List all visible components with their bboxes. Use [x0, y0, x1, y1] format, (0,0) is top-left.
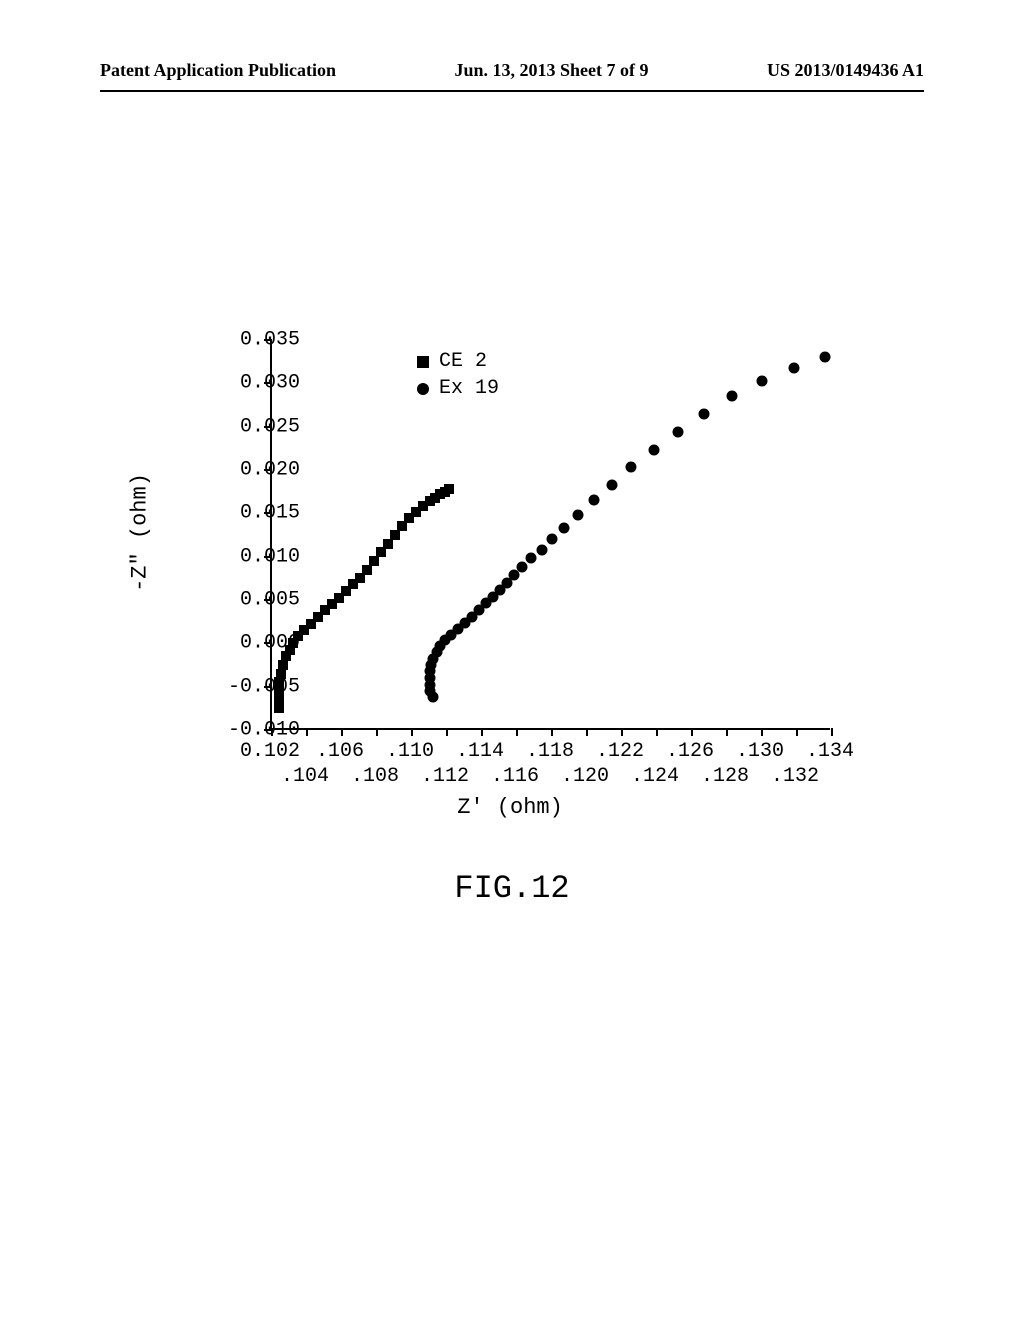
x-tick-minor: [446, 728, 448, 736]
x-tick-label: .106: [316, 740, 364, 763]
data-point: [788, 362, 799, 373]
x-tick-label: 0.102: [240, 740, 300, 763]
circle-marker-icon: [417, 383, 429, 395]
y-axis-title: -Z" (ohm): [128, 473, 153, 592]
legend-label-ce2: CE 2: [439, 350, 487, 373]
x-tick-major: [551, 728, 553, 736]
data-point: [355, 573, 365, 583]
header-left: Patent Application Publication: [100, 60, 336, 81]
x-tick-label: .122: [596, 740, 644, 763]
data-point: [390, 530, 400, 540]
x-tick-minor: [516, 728, 518, 736]
y-tick-label: 0.015: [240, 502, 300, 525]
data-point: [699, 408, 710, 419]
y-tick-label: -0.005: [228, 675, 300, 698]
x-tick-label: .104: [281, 765, 329, 788]
x-tick-minor: [726, 728, 728, 736]
data-point: [444, 484, 454, 494]
x-tick-major: [411, 728, 413, 736]
data-point: [820, 352, 831, 363]
data-point: [648, 445, 659, 456]
legend-item-ex19: Ex 19: [417, 377, 499, 400]
x-tick-label: .108: [351, 765, 399, 788]
impedance-chart: -Z" (ohm) CE 2 Ex 19 -0.010-0.0050.0000.…: [150, 340, 870, 840]
header-center: Jun. 13, 2013 Sheet 7 of 9: [454, 60, 648, 81]
data-point: [573, 510, 584, 521]
x-tick-label: .126: [666, 740, 714, 763]
x-tick-label: .114: [456, 740, 504, 763]
x-tick-label: .120: [561, 765, 609, 788]
plot-area: CE 2 Ex 19: [270, 340, 830, 730]
y-tick-label: 0.035: [240, 329, 300, 352]
x-tick-minor: [306, 728, 308, 736]
data-point: [362, 565, 372, 575]
data-point: [274, 703, 284, 713]
data-point: [547, 534, 558, 545]
x-tick-label: .130: [736, 740, 784, 763]
data-point: [397, 521, 407, 531]
y-tick-label: -0.010: [228, 719, 300, 742]
x-tick-minor: [656, 728, 658, 736]
page-header: Patent Application Publication Jun. 13, …: [0, 60, 1024, 81]
y-tick-label: 0.000: [240, 632, 300, 655]
data-point: [559, 523, 570, 534]
chart-legend: CE 2 Ex 19: [417, 350, 499, 404]
y-tick-label: 0.030: [240, 372, 300, 395]
data-point: [383, 539, 393, 549]
square-marker-icon: [417, 356, 429, 368]
y-tick-label: 0.010: [240, 545, 300, 568]
data-point: [508, 569, 519, 580]
x-tick-label: .116: [491, 765, 539, 788]
figure-label: FIG.12: [454, 870, 569, 907]
legend-item-ce2: CE 2: [417, 350, 499, 373]
x-tick-label: .132: [771, 765, 819, 788]
x-tick-label: .128: [701, 765, 749, 788]
data-point: [589, 495, 600, 506]
data-point: [625, 462, 636, 473]
x-tick-minor: [376, 728, 378, 736]
x-axis-title: Z' (ohm): [457, 795, 563, 820]
header-divider: [100, 90, 924, 92]
data-point: [278, 660, 288, 670]
x-tick-major: [481, 728, 483, 736]
data-point: [376, 547, 386, 557]
x-tick-label: .134: [806, 740, 854, 763]
x-tick-major: [621, 728, 623, 736]
y-tick-label: 0.020: [240, 459, 300, 482]
header-right: US 2013/0149436 A1: [767, 60, 924, 81]
x-tick-major: [691, 728, 693, 736]
data-point: [526, 553, 537, 564]
x-tick-label: .110: [386, 740, 434, 763]
data-point: [517, 562, 528, 573]
data-point: [727, 391, 738, 402]
legend-label-ex19: Ex 19: [439, 377, 499, 400]
data-point: [606, 479, 617, 490]
x-tick-label: .112: [421, 765, 469, 788]
x-tick-minor: [796, 728, 798, 736]
y-tick-label: 0.025: [240, 415, 300, 438]
data-point: [369, 556, 379, 566]
x-tick-label: .118: [526, 740, 574, 763]
data-point: [757, 375, 768, 386]
x-tick-major: [831, 728, 833, 736]
y-tick-label: 0.005: [240, 589, 300, 612]
x-tick-label: .124: [631, 765, 679, 788]
x-tick-major: [761, 728, 763, 736]
data-point: [536, 544, 547, 555]
x-tick-major: [341, 728, 343, 736]
data-point: [673, 426, 684, 437]
x-tick-minor: [586, 728, 588, 736]
